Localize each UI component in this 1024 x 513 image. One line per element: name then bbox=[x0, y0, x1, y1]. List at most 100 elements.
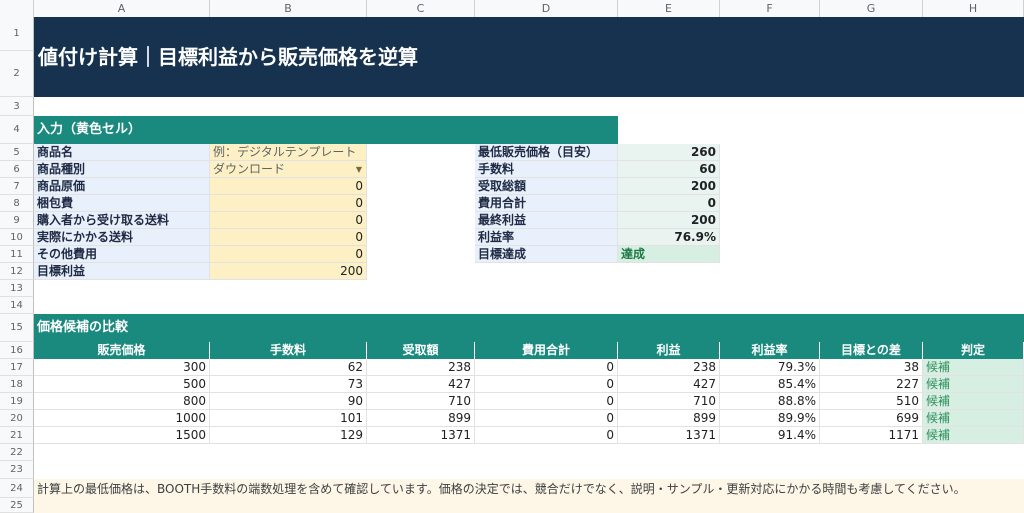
input-label[interactable]: 商品種別 bbox=[34, 161, 210, 178]
input-value-cell[interactable]: 0 bbox=[210, 246, 367, 263]
compare-value-cell[interactable]: 0 bbox=[475, 410, 618, 427]
compare-value-cell[interactable]: 227 bbox=[820, 376, 923, 393]
compare-section-header[interactable]: 価格候補の比較 bbox=[34, 314, 1024, 342]
judgement-cell[interactable]: 候補 bbox=[923, 410, 1024, 427]
row-header-11[interactable]: 11 bbox=[0, 246, 34, 263]
input-value-cell[interactable]: 0 bbox=[210, 212, 367, 229]
column-header-e[interactable]: E bbox=[618, 0, 720, 17]
compare-value-cell[interactable]: 427 bbox=[367, 376, 475, 393]
compare-header-cell[interactable]: 目標との差 bbox=[820, 342, 923, 359]
column-header-b[interactable]: B bbox=[210, 0, 367, 17]
column-header-d[interactable]: D bbox=[475, 0, 618, 17]
row-header-10[interactable]: 10 bbox=[0, 229, 34, 246]
row-header-12[interactable]: 12 bbox=[0, 263, 34, 280]
row-header-15[interactable]: 15 bbox=[0, 314, 34, 342]
dropdown-caret-icon[interactable]: ▼ bbox=[355, 165, 362, 174]
column-header-c[interactable]: C bbox=[367, 0, 475, 17]
result-value-cell[interactable]: 200 bbox=[618, 212, 720, 229]
compare-header-cell[interactable]: 手数料 bbox=[210, 342, 367, 359]
result-value-cell[interactable]: 260 bbox=[618, 144, 720, 161]
compare-header-cell[interactable]: 利益率 bbox=[720, 342, 820, 359]
compare-value-cell[interactable]: 38 bbox=[820, 359, 923, 376]
compare-value-cell[interactable]: 500 bbox=[34, 376, 210, 393]
compare-value-cell[interactable]: 0 bbox=[475, 427, 618, 444]
compare-value-cell[interactable]: 91.4% bbox=[720, 427, 820, 444]
row-header-7[interactable]: 7 bbox=[0, 178, 34, 195]
compare-value-cell[interactable]: 79.3% bbox=[720, 359, 820, 376]
row-header-18[interactable]: 18 bbox=[0, 376, 34, 393]
compare-value-cell[interactable]: 0 bbox=[475, 359, 618, 376]
compare-header-cell[interactable]: 判定 bbox=[923, 342, 1024, 359]
input-label[interactable]: 商品原価 bbox=[34, 178, 210, 195]
compare-value-cell[interactable]: 710 bbox=[618, 393, 720, 410]
result-value-cell[interactable]: 0 bbox=[618, 195, 720, 212]
target-achieved-status[interactable]: 達成 bbox=[618, 246, 720, 263]
row-header-8[interactable]: 8 bbox=[0, 195, 34, 212]
row-header-17[interactable]: 17 bbox=[0, 359, 34, 376]
compare-value-cell[interactable]: 899 bbox=[367, 410, 475, 427]
judgement-cell[interactable]: 候補 bbox=[923, 393, 1024, 410]
row-header-25[interactable]: 25 bbox=[0, 498, 34, 513]
compare-value-cell[interactable]: 238 bbox=[618, 359, 720, 376]
compare-value-cell[interactable]: 427 bbox=[618, 376, 720, 393]
row-header-3[interactable]: 3 bbox=[0, 97, 34, 116]
compare-value-cell[interactable]: 129 bbox=[210, 427, 367, 444]
row-header-23[interactable]: 23 bbox=[0, 461, 34, 479]
input-value-cell[interactable]: 0 bbox=[210, 178, 367, 195]
compare-value-cell[interactable]: 699 bbox=[820, 410, 923, 427]
compare-value-cell[interactable]: 300 bbox=[34, 359, 210, 376]
judgement-cell[interactable]: 候補 bbox=[923, 427, 1024, 444]
input-section-header[interactable]: 入力（黄色セル） bbox=[34, 116, 618, 144]
compare-value-cell[interactable]: 238 bbox=[367, 359, 475, 376]
result-label[interactable]: 目標達成 bbox=[475, 246, 618, 263]
compare-value-cell[interactable]: 88.8% bbox=[720, 393, 820, 410]
compare-value-cell[interactable]: 710 bbox=[367, 393, 475, 410]
row-header-22[interactable]: 22 bbox=[0, 444, 34, 461]
result-label[interactable]: 費用合計 bbox=[475, 195, 618, 212]
row-header-6[interactable]: 6 bbox=[0, 161, 34, 178]
note-text[interactable]: 計算上の最低価格は、BOOTH手数料の端数処理を含めて確認しています。価格の決定… bbox=[37, 482, 966, 496]
column-header-f[interactable]: F bbox=[720, 0, 820, 17]
compare-header-cell[interactable]: 受取額 bbox=[367, 342, 475, 359]
judgement-cell[interactable]: 候補 bbox=[923, 359, 1024, 376]
compare-value-cell[interactable]: 510 bbox=[820, 393, 923, 410]
row-header-16[interactable]: 16 bbox=[0, 342, 34, 359]
input-value-cell[interactable]: 0 bbox=[210, 195, 367, 212]
compare-value-cell[interactable]: 0 bbox=[475, 376, 618, 393]
row-header-14[interactable]: 14 bbox=[0, 297, 34, 314]
column-header-g[interactable]: G bbox=[820, 0, 923, 17]
row-header-5[interactable]: 5 bbox=[0, 144, 34, 161]
row-header-2[interactable]: 2 bbox=[0, 51, 34, 97]
compare-header-cell[interactable]: 費用合計 bbox=[475, 342, 618, 359]
select-all-corner[interactable] bbox=[0, 0, 34, 17]
row-header-9[interactable]: 9 bbox=[0, 212, 34, 229]
product-type-dropdown[interactable]: ダウンロード ▼ bbox=[210, 161, 367, 178]
row-header-19[interactable]: 19 bbox=[0, 393, 34, 410]
input-label[interactable]: 目標利益 bbox=[34, 263, 210, 280]
input-label[interactable]: 購入者から受け取る送料 bbox=[34, 212, 210, 229]
compare-value-cell[interactable]: 1371 bbox=[367, 427, 475, 444]
result-label[interactable]: 利益率 bbox=[475, 229, 618, 246]
result-value-cell[interactable]: 60 bbox=[618, 161, 720, 178]
column-header-h[interactable]: H bbox=[923, 0, 1024, 17]
compare-value-cell[interactable]: 101 bbox=[210, 410, 367, 427]
row-header-1[interactable]: 1 bbox=[0, 17, 34, 51]
row-header-4[interactable]: 4 bbox=[0, 116, 34, 144]
compare-value-cell[interactable]: 89.9% bbox=[720, 410, 820, 427]
compare-header-cell[interactable]: 販売価格 bbox=[34, 342, 210, 359]
row-header-20[interactable]: 20 bbox=[0, 410, 34, 427]
result-label[interactable]: 受取総額 bbox=[475, 178, 618, 195]
row-header-24[interactable]: 24 bbox=[0, 479, 34, 498]
input-value-cell[interactable]: 例：デジタルテンプレート bbox=[210, 144, 367, 161]
compare-value-cell[interactable]: 85.4% bbox=[720, 376, 820, 393]
input-label[interactable]: 梱包費 bbox=[34, 195, 210, 212]
compare-value-cell[interactable]: 73 bbox=[210, 376, 367, 393]
compare-value-cell[interactable]: 62 bbox=[210, 359, 367, 376]
compare-value-cell[interactable]: 1371 bbox=[618, 427, 720, 444]
compare-value-cell[interactable]: 899 bbox=[618, 410, 720, 427]
compare-value-cell[interactable]: 1500 bbox=[34, 427, 210, 444]
result-label[interactable]: 手数料 bbox=[475, 161, 618, 178]
column-header-a[interactable]: A bbox=[34, 0, 210, 17]
input-label[interactable]: 商品名 bbox=[34, 144, 210, 161]
sheet-title[interactable]: 値付け計算｜目標利益から販売価格を逆算 bbox=[38, 45, 418, 69]
